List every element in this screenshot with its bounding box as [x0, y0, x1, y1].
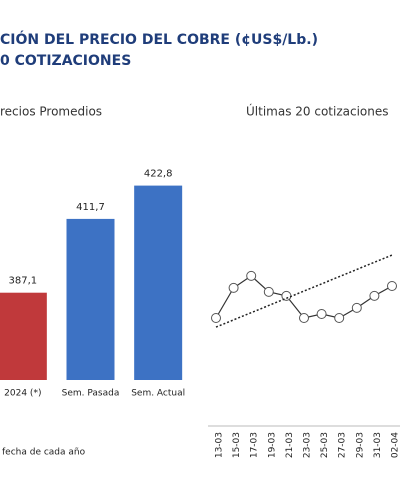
marker	[228, 282, 239, 293]
x-tick-label: 02-04	[391, 432, 400, 458]
bar	[0, 292, 47, 380]
marker	[351, 302, 362, 313]
x-tick-label: 13-03	[215, 432, 225, 458]
x-tick-label: 15-03	[232, 432, 242, 458]
x-tick-label: 21-03	[285, 432, 295, 458]
x-tick-label: 27-03	[338, 432, 348, 458]
marker	[316, 309, 327, 319]
marker	[211, 313, 221, 323]
x-tick-label: 2024 (*)	[4, 389, 41, 399]
bar	[134, 185, 183, 380]
x-tick-label: 31-03	[373, 432, 383, 458]
value-label: 422,8	[144, 169, 173, 180]
bar	[66, 218, 115, 380]
line	[215, 275, 393, 319]
footnote: fecha de cada año	[2, 448, 86, 458]
marker	[369, 290, 380, 301]
x-tick-label: 25-03	[320, 432, 330, 458]
subtitle: 0 COTIZACIONES	[0, 53, 131, 69]
marker	[263, 286, 274, 297]
value-label: 411,7	[76, 202, 105, 213]
x-tick-label: Sem. Pasada	[62, 389, 120, 399]
x-tick-label: 19-03	[267, 432, 277, 458]
x-tick-label: 23-03	[303, 432, 313, 458]
value-label: 387,1	[9, 276, 38, 287]
x-tick-label: Sem. Actual	[131, 389, 185, 399]
bar-chart-title: recios Promedios	[0, 105, 102, 119]
marker	[334, 313, 345, 323]
line-chart-title: Últimas 20 cotizaciones	[246, 104, 389, 119]
title: CIÓN DEL PRECIO DEL COBRE (¢US$/Lb.)	[0, 30, 318, 48]
marker	[246, 270, 257, 281]
marker	[387, 281, 397, 291]
marker	[299, 313, 309, 323]
x-tick-label: 29-03	[355, 432, 365, 458]
x-tick-label: 17-03	[250, 432, 260, 458]
